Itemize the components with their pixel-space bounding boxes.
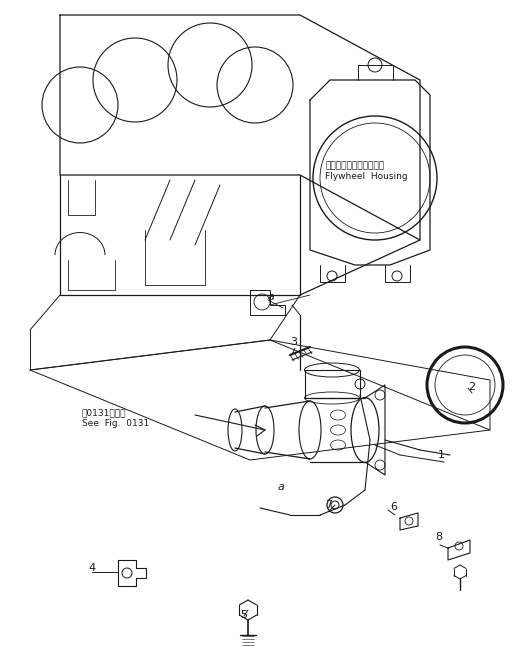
Text: 4: 4 <box>88 563 95 573</box>
Text: a: a <box>278 482 285 492</box>
Text: 7: 7 <box>325 500 332 510</box>
Text: 3: 3 <box>290 337 297 347</box>
Text: 2: 2 <box>468 382 475 392</box>
Text: 第0131図参照: 第0131図参照 <box>82 408 127 417</box>
Text: 1: 1 <box>438 450 445 460</box>
Text: 6: 6 <box>390 502 397 512</box>
Text: See  Fig.  0131: See Fig. 0131 <box>82 419 149 428</box>
Text: フライホイルハウジング: フライホイルハウジング <box>325 161 384 170</box>
Text: 5: 5 <box>240 610 247 620</box>
Text: 8: 8 <box>435 532 442 542</box>
Text: Flywheel  Housing: Flywheel Housing <box>325 172 408 181</box>
Text: a: a <box>268 292 275 302</box>
